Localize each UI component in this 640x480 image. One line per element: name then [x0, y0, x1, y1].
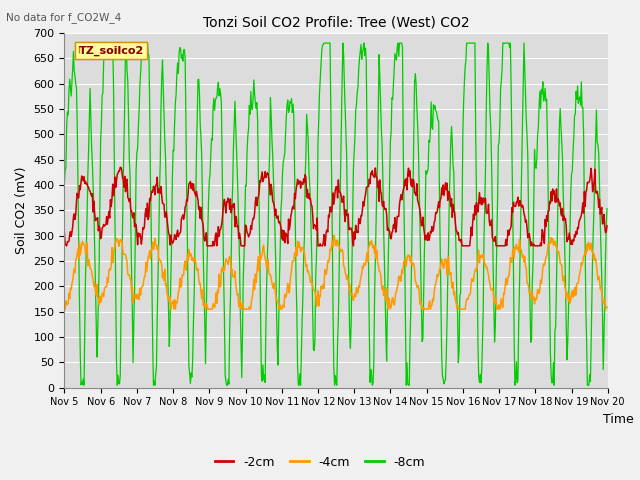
-4cm — [330, 232, 338, 238]
-2cm — [183, 197, 191, 203]
-8cm — [61, 180, 68, 185]
Legend: -2cm, -4cm, -8cm: -2cm, -4cm, -8cm — [209, 451, 431, 474]
Line: -4cm: -4cm — [65, 235, 607, 309]
-4cm — [61, 304, 68, 310]
-2cm — [419, 214, 427, 220]
-2cm — [71, 216, 79, 222]
-8cm — [101, 40, 109, 46]
Title: Tonzi Soil CO2 Profile: Tree (West) CO2: Tonzi Soil CO2 Profile: Tree (West) CO2 — [203, 15, 469, 29]
X-axis label: Time: Time — [604, 413, 634, 426]
-4cm — [403, 255, 411, 261]
-8cm — [419, 336, 427, 342]
-2cm — [603, 223, 611, 228]
-8cm — [80, 382, 88, 388]
-2cm — [116, 164, 124, 170]
-4cm — [419, 306, 427, 312]
-8cm — [183, 188, 191, 194]
Line: -2cm: -2cm — [65, 167, 607, 246]
Line: -8cm: -8cm — [65, 43, 607, 385]
-8cm — [70, 68, 78, 73]
-4cm — [127, 277, 134, 283]
-4cm — [61, 306, 69, 312]
-4cm — [71, 270, 79, 276]
-4cm — [603, 304, 611, 310]
-8cm — [211, 97, 219, 103]
-8cm — [403, 360, 411, 366]
Y-axis label: Soil CO2 (mV): Soil CO2 (mV) — [15, 167, 28, 254]
-4cm — [211, 305, 218, 311]
-2cm — [211, 233, 219, 239]
-8cm — [128, 269, 136, 275]
Legend: TZ_soilco2: TZ_soilco2 — [76, 42, 147, 59]
-2cm — [403, 187, 411, 193]
-2cm — [61, 230, 68, 236]
-2cm — [63, 243, 70, 249]
Text: No data for f_CO2W_4: No data for f_CO2W_4 — [6, 12, 122, 23]
-2cm — [128, 208, 136, 214]
-8cm — [603, 206, 611, 212]
-4cm — [182, 267, 189, 273]
